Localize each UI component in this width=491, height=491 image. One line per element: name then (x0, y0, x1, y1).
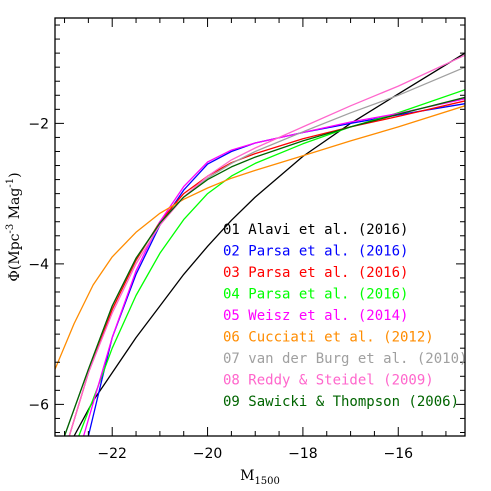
series-line-6 (55, 105, 465, 370)
y-tick-label: −6 (28, 397, 49, 413)
legend-entry-9: 09 Sawicki & Thompson (2006) (223, 394, 459, 410)
legend-entry-2: 02 Parsa et al. (2016) (223, 244, 408, 260)
series-curves (55, 52, 465, 436)
legend-entry-1: 01 Alavi et al. (2016) (223, 222, 408, 238)
x-tick-label: −20 (193, 446, 223, 462)
y-tick-label: −4 (28, 257, 49, 273)
x-tick-label: −16 (383, 446, 413, 462)
plot-frame (54, 17, 466, 437)
legend-entry-5: 05 Weisz et al. (2014) (223, 308, 408, 324)
legend: 01 Alavi et al. (2016) 02 Parsa et al. (2… (223, 222, 467, 410)
legend-entry-7: 07 van der Burg et al. (2010) (223, 351, 467, 367)
y-tick-label: −2 (28, 116, 49, 132)
legend-entry-3: 03 Parsa et al. (2016) (223, 265, 408, 281)
x-tick-label: −22 (97, 446, 127, 462)
legend-entry-4: 04 Parsa et al. (2016) (223, 287, 408, 303)
legend-entry-6: 06 Cucciati et al. (2012) (223, 330, 434, 346)
x-axis-title: M1500 (240, 468, 280, 487)
series-line-8 (68, 54, 465, 436)
legend-entry-8: 08 Reddy & Steidel (2009) (223, 373, 434, 389)
series-line-9 (63, 96, 465, 436)
x-tick-label: −18 (288, 446, 318, 462)
series-line-5 (82, 98, 465, 436)
y-axis-title: Φ(Mpc-3 Mag-1) (5, 172, 23, 281)
axis-ticks: −22 −20 −18 −16 −6 −4 −2 (28, 18, 465, 462)
